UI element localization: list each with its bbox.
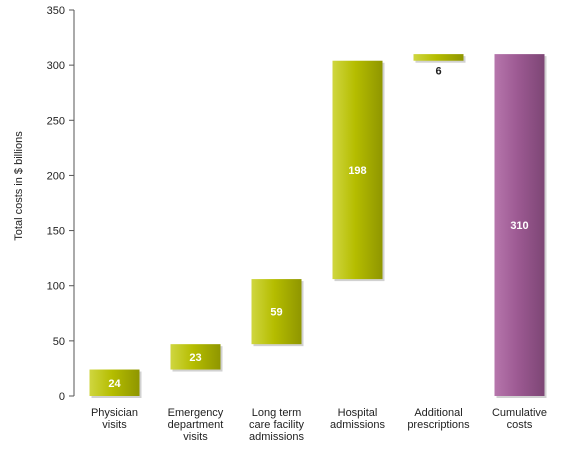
- waterfall-bar: [494, 54, 545, 396]
- category-label: Physician visits: [91, 407, 138, 431]
- y-tick-label: 250: [47, 115, 65, 127]
- y-tick-label: 300: [47, 60, 65, 72]
- category-label-line: Emergency: [168, 407, 224, 419]
- category-label-line: visits: [183, 431, 208, 443]
- y-tick-label: 150: [47, 226, 65, 238]
- bar-value-label: 198: [348, 165, 366, 177]
- waterfall-bar: [89, 369, 140, 396]
- y-tick-label: 200: [47, 170, 65, 182]
- category-label-line: admissions: [330, 419, 386, 431]
- bar-value-label: 6: [435, 66, 441, 78]
- category-label-line: care facility: [249, 419, 305, 431]
- waterfall-bar: [413, 54, 464, 61]
- bar-value-label: 24: [108, 378, 121, 390]
- category-label: Emergency department visits: [168, 407, 224, 443]
- bar-value-label: 310: [510, 220, 528, 232]
- waterfall-bar: [170, 344, 221, 370]
- category-label: Long term care facility admissions: [249, 407, 305, 443]
- category-label-line: Physician: [91, 407, 138, 419]
- category-label-line: admissions: [249, 431, 305, 443]
- category-label-line: department: [168, 419, 224, 431]
- category-label-line: prescriptions: [407, 419, 470, 431]
- waterfall-bar: [332, 60, 383, 280]
- bar-value-label: 59: [270, 307, 282, 319]
- category-label-line: Cumulative: [492, 407, 547, 419]
- bar-layer: [89, 54, 547, 398]
- category-label: Additional prescriptions: [407, 407, 470, 431]
- category-label-line: Hospital: [338, 407, 378, 419]
- category-label-line: visits: [102, 419, 127, 431]
- category-label-line: costs: [507, 419, 533, 431]
- category-label-line: Additional: [414, 407, 462, 419]
- category-label: Hospital admissions: [330, 407, 386, 431]
- waterfall-bar: [251, 279, 302, 345]
- axis-layer: 0 50 100 150 200 250 300 350: [47, 5, 75, 403]
- y-axis-label: Total costs in $ billions: [13, 131, 25, 241]
- category-label-line: Long term: [252, 407, 302, 419]
- category-label: Cumulative costs: [492, 407, 547, 431]
- bar-value-label: 23: [189, 352, 201, 364]
- y-tick-label: 0: [59, 391, 65, 403]
- y-tick-label: 350: [47, 5, 65, 17]
- y-tick-label: 50: [53, 336, 65, 348]
- y-tick-label: 100: [47, 281, 65, 293]
